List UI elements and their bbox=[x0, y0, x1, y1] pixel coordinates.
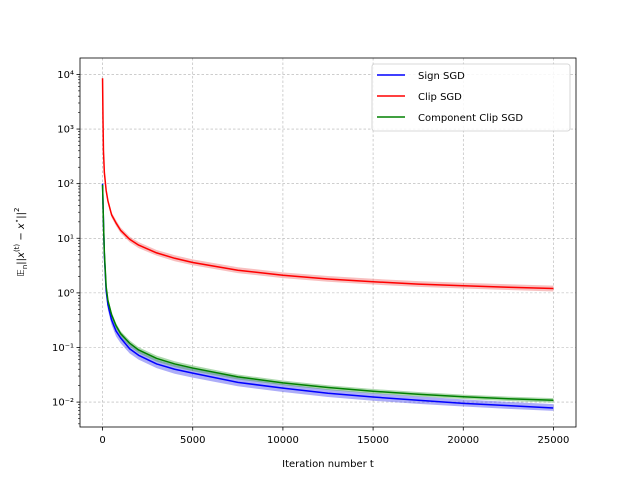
series-line-1 bbox=[101, 78, 554, 290]
y-tick-label: 10⁻² bbox=[52, 398, 74, 409]
x-tick-label: 20000 bbox=[447, 435, 479, 446]
y-tick-label: 10³ bbox=[57, 125, 74, 136]
x-tick-label: 10000 bbox=[267, 435, 299, 446]
y-tick-label: 10² bbox=[57, 179, 74, 190]
legend-box bbox=[371, 63, 571, 132]
x-tick-label: 25000 bbox=[538, 435, 570, 446]
y-axis-ticks: 10⁻² 10⁻¹ 10⁰ 10¹ 10² 10³ 10⁴ bbox=[52, 70, 80, 425]
series-line-2 bbox=[101, 184, 554, 402]
y-tick-label: 10⁰ bbox=[57, 288, 74, 299]
y-tick-label: 10¹ bbox=[57, 234, 74, 245]
y-tick-label: 10⁻¹ bbox=[52, 343, 74, 354]
legend-label: Sign SGD bbox=[418, 71, 465, 82]
x-axis-label: Iteration number t bbox=[282, 459, 374, 470]
y-tick-label: 10⁴ bbox=[57, 70, 74, 81]
x-tick-label: 15000 bbox=[357, 435, 389, 446]
y-axis-label: 𝔼n||x(t) − x⋆||2 bbox=[13, 208, 29, 277]
legend-label: Component Clip SGD bbox=[418, 113, 523, 124]
x-tick-label: 0 bbox=[99, 435, 105, 446]
series-lines bbox=[101, 78, 554, 409]
x-tick-label: 5000 bbox=[180, 435, 205, 446]
x-axis-ticks: 0 5000 10000 15000 20000 25000 bbox=[99, 427, 569, 446]
legend-label: Clip SGD bbox=[418, 92, 462, 103]
plot-area-frame bbox=[79, 57, 577, 428]
grid bbox=[80, 58, 576, 427]
legend: Sign SGD Clip SGD Component Clip SGD bbox=[371, 63, 571, 132]
